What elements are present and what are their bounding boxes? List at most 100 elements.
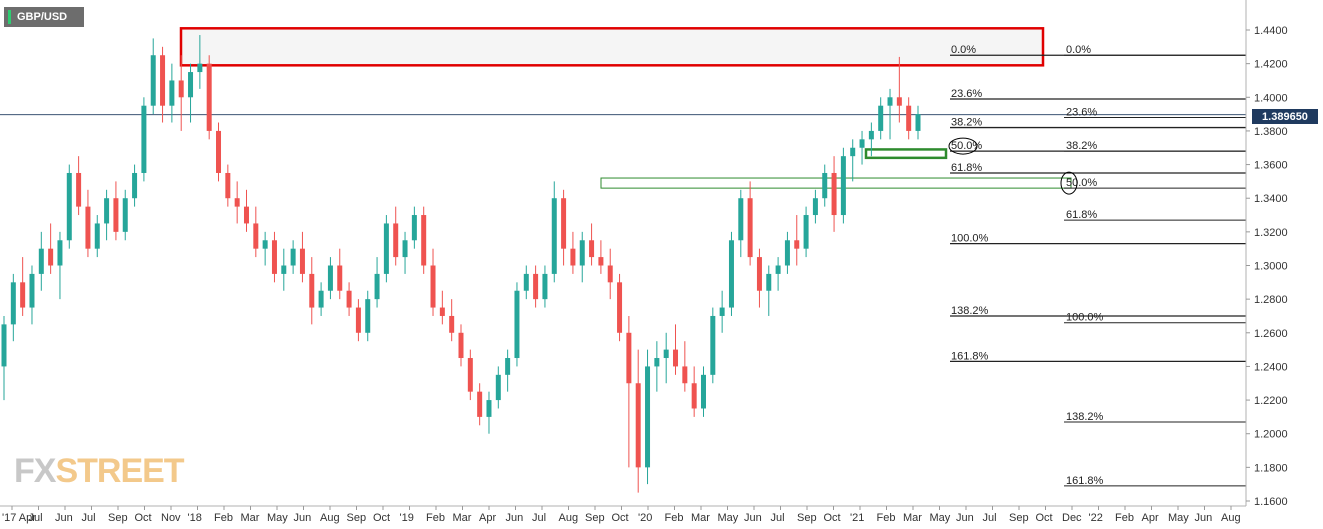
x-tick-label: Oct bbox=[612, 512, 629, 524]
x-tick-label: Aug bbox=[559, 512, 579, 524]
x-tick-label: Feb bbox=[665, 512, 684, 524]
candle-body bbox=[738, 198, 744, 241]
candle-body bbox=[663, 349, 669, 359]
candle-body bbox=[113, 198, 119, 232]
candle-body bbox=[309, 273, 315, 308]
candle-body bbox=[337, 265, 343, 291]
y-tick-label: 1.2000 bbox=[1254, 429, 1288, 441]
fib-50-marker-circle bbox=[948, 137, 978, 155]
candle-body bbox=[141, 105, 147, 173]
candle-body bbox=[682, 366, 688, 384]
y-tick-label: 1.2200 bbox=[1254, 395, 1288, 407]
candle-body bbox=[579, 240, 585, 266]
candle-body bbox=[365, 299, 371, 333]
fib-level-label-set1: 38.2% bbox=[951, 117, 982, 129]
x-tick-label: Aug bbox=[1221, 512, 1241, 524]
candle-body bbox=[243, 206, 249, 224]
candle-body bbox=[262, 240, 268, 249]
logo-fx: FX bbox=[14, 452, 56, 490]
x-tick-label: Mar bbox=[453, 512, 472, 524]
axes: 1.4400 1.4200 1.4000 1.3800 1.3600 1.3400 1.32… bbox=[0, 0, 1288, 524]
x-tick-label: Oct bbox=[135, 512, 152, 524]
x-tick-label: May bbox=[1168, 512, 1189, 524]
candle-body bbox=[495, 374, 501, 401]
candle-body bbox=[253, 223, 259, 249]
x-tick-label: Jun bbox=[294, 512, 312, 524]
candle-body bbox=[104, 198, 110, 224]
y-tick-label: 1.2800 bbox=[1254, 294, 1288, 306]
candle-body bbox=[635, 383, 641, 468]
candle-body bbox=[822, 172, 828, 199]
x-tick-label: '19 bbox=[400, 512, 414, 524]
x-tick-label: Jul bbox=[771, 512, 785, 524]
candle-body bbox=[150, 55, 156, 106]
candle-body bbox=[803, 215, 809, 249]
candle-body bbox=[178, 80, 184, 98]
candle-body bbox=[896, 97, 902, 106]
candle-body bbox=[617, 282, 623, 333]
candle-body bbox=[542, 273, 548, 300]
fib-50-marker-circle-2 bbox=[1060, 171, 1078, 195]
candle-body bbox=[906, 105, 912, 131]
candle-body bbox=[859, 139, 865, 148]
candle-body bbox=[355, 307, 361, 333]
candle-body bbox=[29, 273, 35, 308]
y-tick-label: 1.3000 bbox=[1254, 261, 1288, 273]
candle-body bbox=[756, 257, 762, 291]
candle-body bbox=[850, 147, 856, 157]
x-tick-label: May bbox=[267, 512, 288, 524]
candle-body bbox=[691, 383, 697, 409]
x-tick-label: May bbox=[930, 512, 951, 524]
fib-level-label-set2: 100.0% bbox=[1066, 312, 1104, 324]
y-tick-label: 1.3800 bbox=[1254, 126, 1288, 138]
candle-body bbox=[505, 358, 511, 375]
candle-body bbox=[868, 130, 874, 140]
candle-body bbox=[76, 172, 82, 207]
x-tick-label: Dec bbox=[1062, 512, 1082, 524]
candle-body bbox=[1, 324, 7, 367]
x-tick-label: Nov bbox=[161, 512, 181, 524]
x-tick-label: Feb bbox=[1115, 512, 1134, 524]
candle-body bbox=[523, 273, 529, 291]
x-tick-label: Apr bbox=[479, 512, 496, 524]
x-tick-label: Oct bbox=[1036, 512, 1053, 524]
candles bbox=[1, 35, 921, 493]
candle-body bbox=[234, 198, 240, 207]
symbol-color-bar bbox=[8, 10, 11, 24]
y-tick-label: 1.3400 bbox=[1254, 193, 1288, 205]
fibonacci-levels: 0.0% 23.6% 38.2% 50.0% 61.8% 100.0% 138.2% 161.… bbox=[948, 44, 1246, 487]
candle-body bbox=[878, 105, 884, 131]
candle-body bbox=[411, 215, 417, 241]
candle-body bbox=[673, 349, 679, 367]
fib-level-label-set2: 61.8% bbox=[1066, 209, 1097, 221]
fib-level-label-set1: 0.0% bbox=[951, 44, 976, 56]
candle-body bbox=[402, 240, 408, 258]
candle-body bbox=[831, 172, 837, 216]
candle-body bbox=[66, 172, 72, 241]
x-tick-label: '17 Apr bbox=[2, 512, 36, 524]
candle-body bbox=[533, 273, 539, 300]
fib-level-label-set1: 138.2% bbox=[951, 305, 989, 317]
candle-body bbox=[169, 80, 175, 106]
candle-body bbox=[290, 248, 296, 266]
x-tick-label: Feb bbox=[877, 512, 896, 524]
y-tick-label: 1.4400 bbox=[1254, 25, 1288, 37]
x-tick-label: '18 bbox=[188, 512, 202, 524]
symbol-tag: GBP/USD bbox=[4, 7, 84, 27]
x-tick-label: Jul bbox=[983, 512, 997, 524]
candle-body bbox=[281, 265, 287, 274]
candle-body bbox=[94, 223, 100, 249]
support-zone-box-upper bbox=[864, 148, 948, 160]
fib-level-label-set1: 61.8% bbox=[951, 162, 982, 174]
candle-body bbox=[10, 282, 16, 325]
x-tick-label: Jun bbox=[956, 512, 974, 524]
candle-body bbox=[467, 358, 473, 392]
candle-body bbox=[915, 114, 921, 131]
candle-body bbox=[812, 198, 818, 216]
x-tick-label: Jun bbox=[506, 512, 524, 524]
x-tick-label: Jul bbox=[82, 512, 96, 524]
x-tick-label: Jul bbox=[29, 512, 43, 524]
candle-body bbox=[20, 282, 26, 308]
candle-body bbox=[393, 223, 399, 258]
